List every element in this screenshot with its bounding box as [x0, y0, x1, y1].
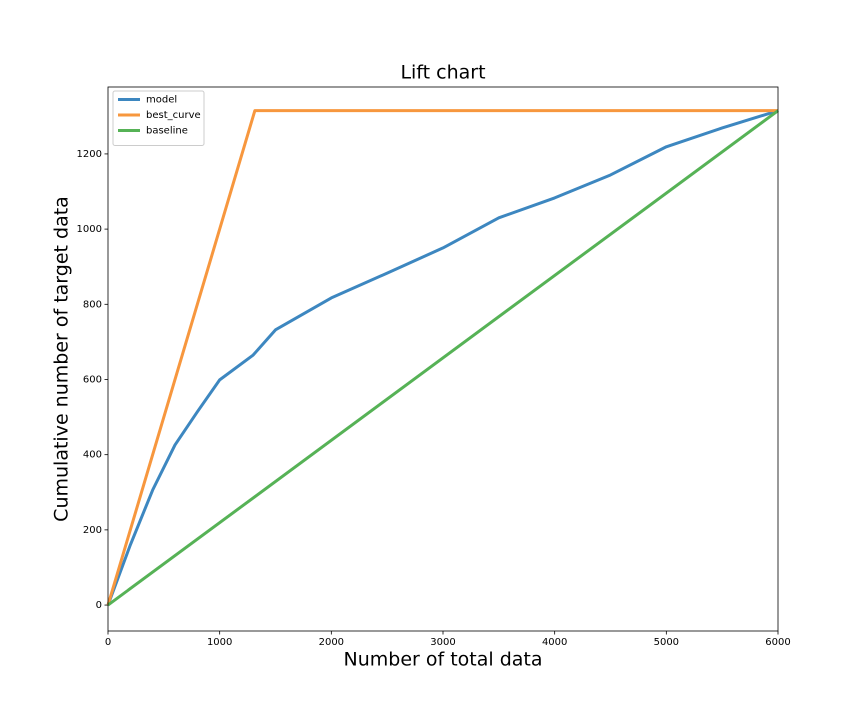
y-tick-label: 200	[83, 525, 102, 536]
y-tick-label: 400	[83, 450, 102, 461]
x-tick-label: 0	[105, 637, 111, 648]
y-tick-label: 1000	[77, 224, 102, 235]
x-tick-label: 2000	[319, 637, 344, 648]
legend: model best_curve baseline	[112, 90, 205, 146]
legend-label: baseline	[146, 126, 188, 137]
y-tick-label: 800	[83, 299, 102, 310]
chart-title: Lift chart	[400, 62, 485, 84]
x-axis-label: Number of total data	[344, 649, 543, 671]
y-axis-label: Cumulative number of target data	[51, 196, 73, 522]
line-best-curve	[106, 109, 778, 606]
x-tick-label: 1000	[207, 637, 232, 648]
y-tick-label: 600	[83, 374, 102, 385]
x-tick-label: 3000	[430, 637, 455, 648]
line-model	[106, 109, 779, 606]
x-tick-label: 5000	[654, 637, 679, 648]
legend-label: best_curve	[146, 110, 201, 121]
line-baseline	[107, 109, 779, 607]
plot-frame	[107, 86, 779, 632]
y-tick-label: 0	[96, 600, 102, 611]
y-tick-label: 1200	[77, 149, 102, 160]
x-tick-label: 6000	[765, 637, 790, 648]
legend-label: model	[146, 95, 177, 106]
x-tick-label: 4000	[542, 637, 567, 648]
